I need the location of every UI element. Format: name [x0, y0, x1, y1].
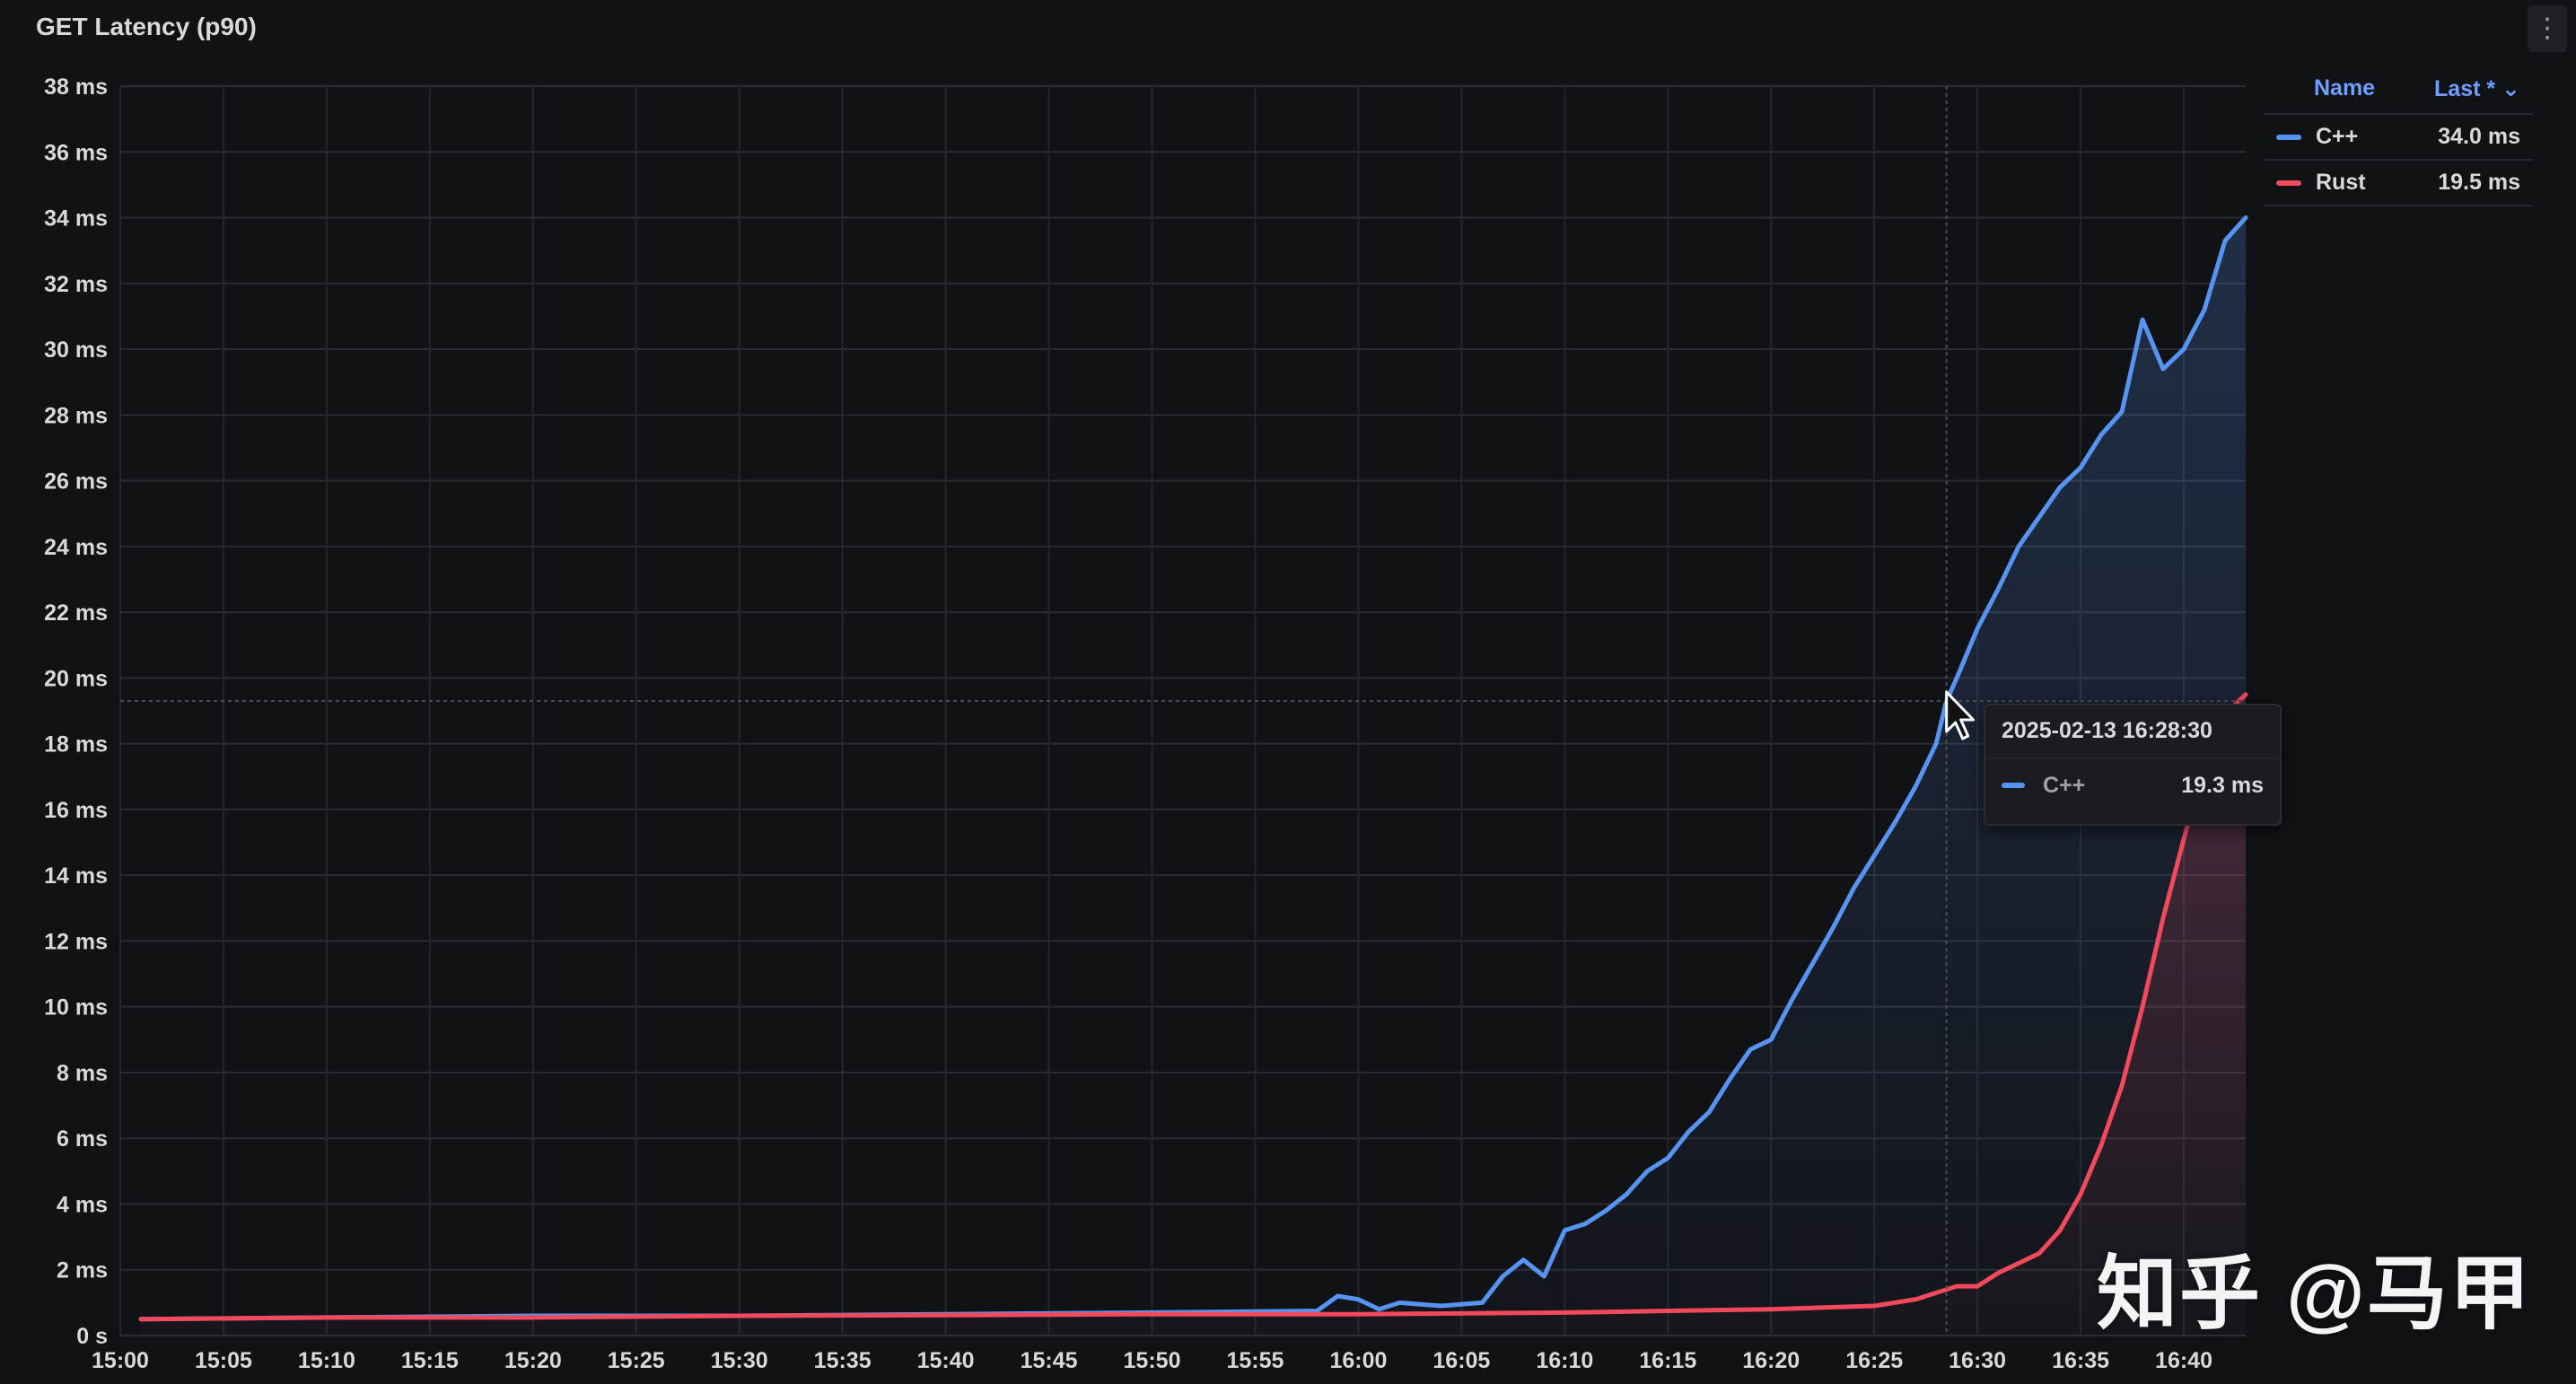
series-area-cpp — [141, 217, 2246, 1336]
mouse-cursor-icon — [1945, 690, 1976, 740]
y-tick-label: 26 ms — [44, 469, 108, 495]
tooltip-value: 19.3 ms — [2181, 772, 2264, 798]
tooltip-swatch — [2002, 783, 2025, 788]
y-tick-label: 4 ms — [57, 1192, 108, 1217]
x-tick-label: 16:15 — [1639, 1348, 1696, 1373]
y-tick-label: 0 s — [76, 1324, 108, 1349]
legend-last-value: 34.0 ms — [2438, 124, 2520, 149]
legend-swatch-cpp — [2276, 134, 2301, 140]
y-tick-label: 10 ms — [44, 995, 108, 1020]
series-line-cpp — [138, 215, 2248, 1322]
y-tick-label: 12 ms — [44, 929, 108, 954]
series-area-rust — [141, 694, 2246, 1336]
x-tick-label: 16:10 — [1536, 1348, 1593, 1373]
tooltip-row: C++ 19.3 ms — [1985, 758, 2280, 811]
x-tick-label: 15:20 — [504, 1348, 562, 1373]
y-tick-label: 24 ms — [44, 535, 108, 560]
x-tick-label: 15:30 — [711, 1348, 768, 1373]
x-tick-label: 15:35 — [814, 1348, 872, 1373]
y-tick-label: 16 ms — [44, 798, 108, 823]
y-tick-label: 2 ms — [57, 1258, 108, 1283]
legend-header: Name Last * ⌄ — [2264, 75, 2533, 115]
x-tick-label: 15:25 — [608, 1348, 665, 1373]
x-tick-label: 15:00 — [92, 1348, 149, 1373]
panel-title: GET Latency (p90) — [36, 13, 257, 40]
y-tick-label: 6 ms — [57, 1126, 108, 1152]
legend-header-name[interactable]: Name — [2314, 75, 2376, 101]
series-line-rust — [138, 692, 2248, 1322]
tooltip-time: 2025-02-13 16:28:30 — [2002, 718, 2212, 743]
x-tick-label: 15:50 — [1124, 1348, 1181, 1373]
legend: Name Last * ⌄ C++ 34.0 ms Rust 19.5 ms — [2264, 75, 2533, 206]
legend-header-last[interactable]: Last * ⌄ — [2434, 76, 2520, 101]
legend-name: C++ — [2316, 124, 2359, 149]
x-tick-label: 15:10 — [298, 1348, 355, 1373]
y-tick-label: 20 ms — [44, 666, 108, 691]
x-tick-label: 16:35 — [2052, 1348, 2109, 1373]
x-tick-label: 15:55 — [1226, 1348, 1284, 1373]
watermark: 知乎 @马甲 — [2097, 1249, 2532, 1339]
legend-last-value: 19.5 ms — [2438, 170, 2520, 195]
x-tick-label: 16:05 — [1433, 1348, 1490, 1373]
y-tick-label: 14 ms — [44, 863, 108, 889]
x-tick-label: 16:00 — [1329, 1348, 1387, 1373]
y-tick-label: 8 ms — [57, 1061, 108, 1086]
legend-name: Rust — [2316, 170, 2366, 195]
legend-item-rust[interactable]: Rust 19.5 ms — [2264, 161, 2533, 206]
legend-swatch-rust — [2276, 180, 2301, 186]
x-tick-label: 16:30 — [1949, 1348, 2006, 1373]
x-tick-label: 15:05 — [195, 1348, 252, 1373]
x-tick-label: 16:25 — [1845, 1348, 1903, 1373]
hover-tooltip: 2025-02-13 16:28:30 C++ 19.3 ms — [1984, 704, 2282, 826]
y-tick-label: 18 ms — [44, 732, 108, 758]
y-tick-label: 38 ms — [44, 74, 108, 100]
x-tick-label: 15:45 — [1021, 1348, 1078, 1373]
legend-item-cpp[interactable]: C++ 34.0 ms — [2264, 115, 2533, 161]
x-tick-label: 16:20 — [1742, 1348, 1800, 1373]
vertical-dots-icon: ⋮ — [2534, 13, 2561, 43]
tooltip-series-name: C++ — [2043, 772, 2086, 798]
x-tick-label: 15:15 — [401, 1348, 459, 1373]
y-tick-label: 36 ms — [44, 140, 108, 165]
x-tick-label: 15:40 — [917, 1348, 975, 1373]
x-tick-label: 16:40 — [2155, 1348, 2212, 1373]
y-tick-label: 32 ms — [44, 272, 108, 297]
y-tick-label: 30 ms — [44, 337, 108, 363]
panel-menu-button[interactable]: ⋮ — [2528, 5, 2567, 52]
y-tick-label: 28 ms — [44, 403, 108, 428]
y-tick-label: 22 ms — [44, 600, 108, 626]
y-tick-label: 34 ms — [44, 206, 108, 232]
